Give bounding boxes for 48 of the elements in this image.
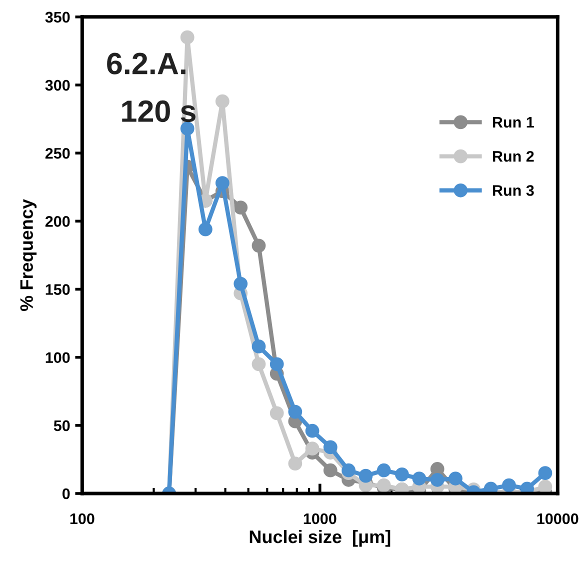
point [252, 238, 266, 253]
y-tick-label: 250 [45, 148, 70, 159]
point [448, 472, 462, 486]
point [198, 222, 212, 236]
point [270, 406, 284, 420]
point [395, 467, 409, 482]
point [342, 463, 356, 478]
y-tick-label: 0 [62, 488, 70, 500]
legend-label: Run 3 [492, 185, 534, 196]
legend-label: Run 2 [492, 150, 534, 162]
point [305, 424, 320, 438]
x-tick-label: 1000 [304, 513, 336, 524]
point [502, 478, 516, 492]
x-tick-label: 100 [70, 513, 94, 524]
y-axis-title: % Frequency [20, 199, 37, 311]
point [215, 94, 230, 108]
point [305, 442, 320, 456]
point [412, 472, 426, 486]
point [376, 463, 391, 478]
y-tick-label: 350 [45, 12, 70, 23]
x-axis-title: Nuclei size [μm] [250, 530, 390, 547]
point [270, 357, 284, 372]
point [180, 122, 194, 136]
point [538, 466, 552, 480]
annotation: 120 s [122, 100, 196, 122]
point [323, 440, 338, 454]
point [358, 468, 373, 483]
y-tick-label: 200 [45, 216, 70, 227]
point [288, 456, 302, 470]
point [288, 404, 302, 419]
x-tick-label: 10000 [537, 513, 578, 524]
point [538, 480, 552, 494]
point [180, 30, 194, 44]
y-tick-label: 150 [46, 284, 70, 295]
point [430, 472, 444, 487]
point [234, 200, 248, 214]
annotation: 6.2.A. [107, 52, 186, 74]
y-tick-label: 100 [46, 352, 70, 364]
y-tick-label: 50 [54, 420, 70, 432]
point [323, 463, 338, 478]
point [484, 482, 498, 494]
y-tick-label: 300 [45, 80, 70, 91]
point [252, 339, 266, 354]
legend-label: Run 1 [492, 117, 534, 128]
point [252, 357, 266, 372]
point [520, 482, 534, 494]
point [215, 176, 230, 190]
point [234, 276, 248, 291]
